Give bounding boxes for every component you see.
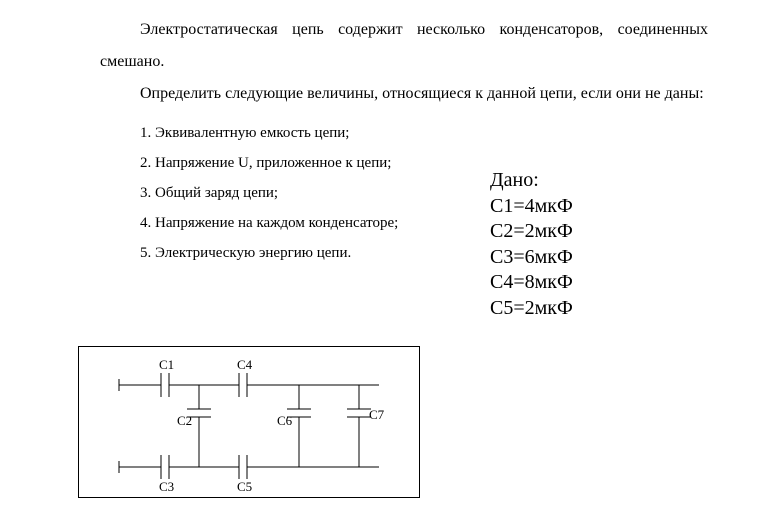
label-c1: C1 — [159, 357, 174, 372]
circuit-wires — [119, 373, 379, 479]
given-title: Дано: — [490, 168, 573, 194]
list-item-1: 1. Эквивалентную емкость цепи; — [140, 118, 768, 148]
given-c3: C3=6мкФ — [490, 245, 573, 271]
label-c7: C7 — [369, 407, 385, 422]
given-block: Дано: C1=4мкФ C2=2мкФ C3=6мкФ C4=8мкФ C5… — [490, 168, 573, 322]
list-item-5: 5. Электрическую энергию цепи. — [140, 238, 768, 268]
given-c4: C4=8мкФ — [490, 270, 573, 296]
circuit-svg: C1 C4 C2 C6 C7 C3 C5 — [79, 347, 419, 497]
intro-paragraph-2: Определить следующие величины, относящие… — [0, 78, 768, 110]
given-c2: C2=2мкФ — [490, 219, 573, 245]
label-c6: C6 — [277, 413, 293, 428]
given-c1: C1=4мкФ — [490, 194, 573, 220]
para2-text: Определить следующие величины, относящие… — [100, 78, 704, 110]
given-c5: C5=2мкФ — [490, 296, 573, 322]
para1-text: Электростатическая цепь содержит несколь… — [100, 14, 708, 78]
list-item-4: 4. Напряжение на каждом конденсаторе; — [140, 208, 768, 238]
label-c3: C3 — [159, 479, 174, 494]
circuit-diagram: C1 C4 C2 C6 C7 C3 C5 — [78, 346, 420, 498]
list-item-2: 2. Напряжение U, приложенное к цепи; — [140, 148, 768, 178]
label-c4: C4 — [237, 357, 253, 372]
task-list: 1. Эквивалентную емкость цепи; 2. Напряж… — [0, 110, 768, 268]
list-item-3: 3. Общий заряд цепи; — [140, 178, 768, 208]
label-c5: C5 — [237, 479, 252, 494]
label-c2: C2 — [177, 413, 192, 428]
intro-paragraph-1: Электростатическая цепь содержит несколь… — [0, 0, 768, 78]
